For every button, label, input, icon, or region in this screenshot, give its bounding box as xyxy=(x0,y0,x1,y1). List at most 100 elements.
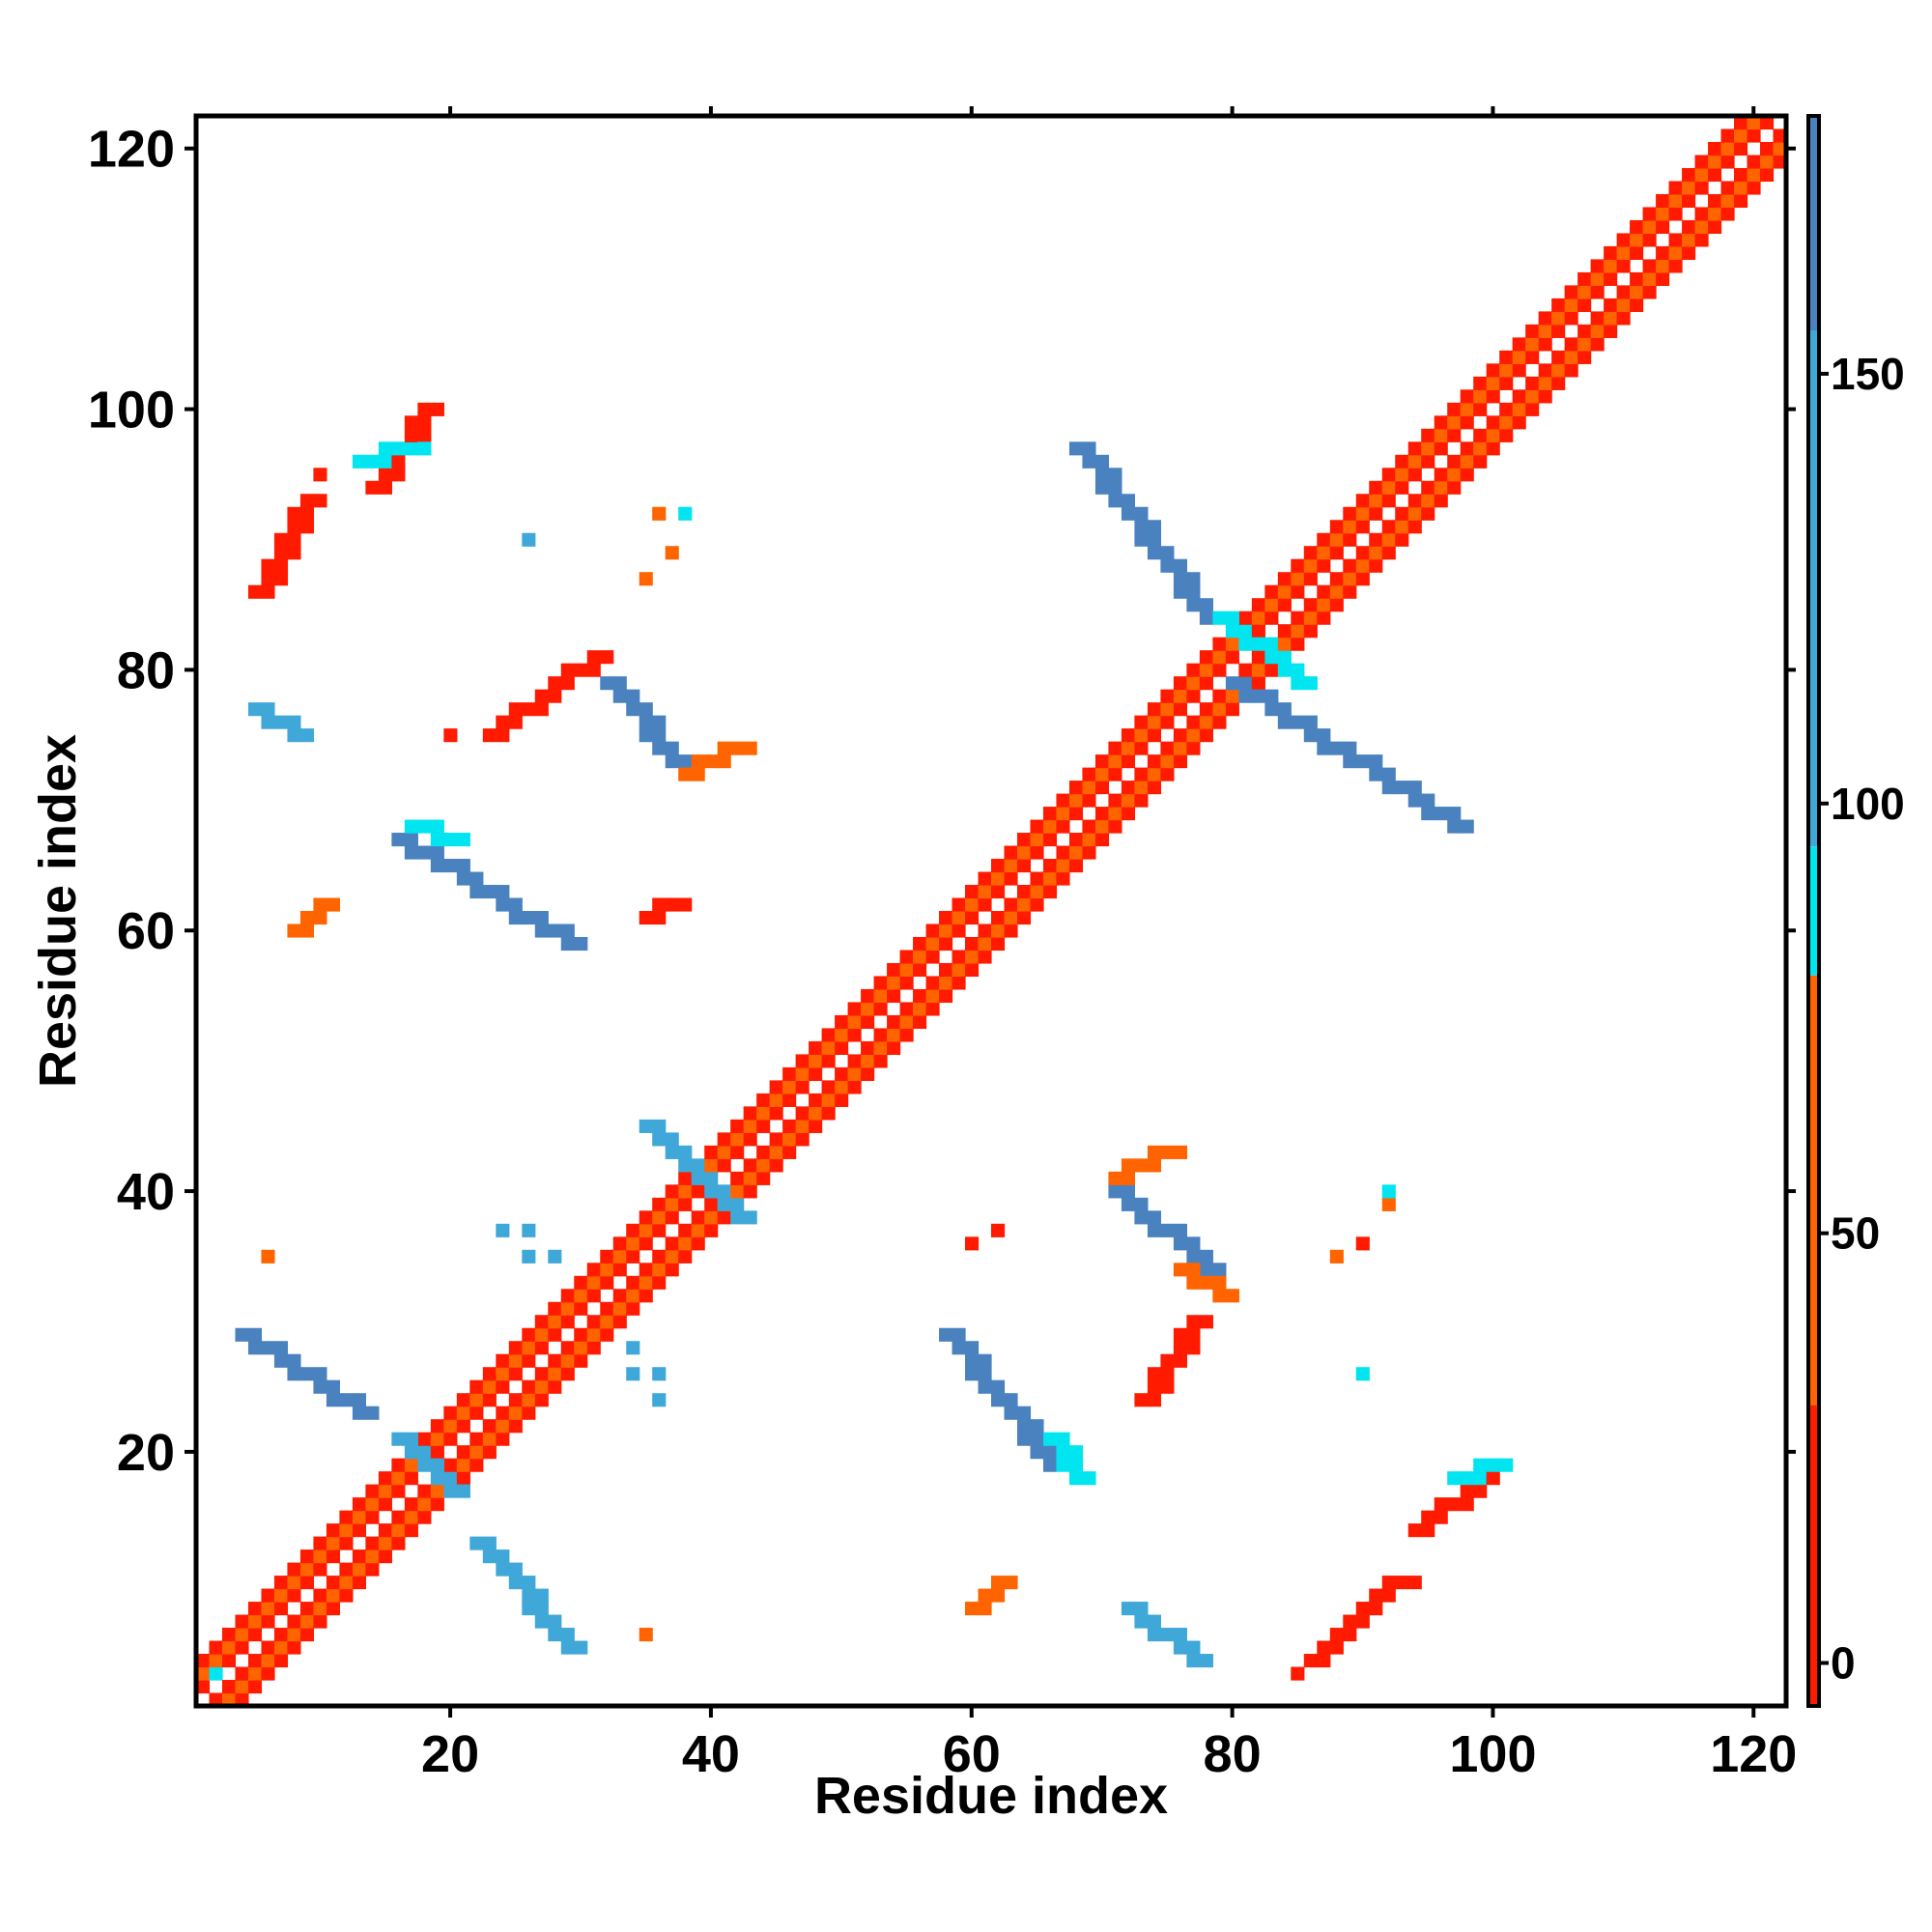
heatmap-cell xyxy=(287,1640,301,1655)
heatmap-cell xyxy=(782,1145,797,1159)
heatmap-cell xyxy=(1264,663,1279,677)
heatmap-cell xyxy=(326,897,341,912)
heatmap-cell xyxy=(652,911,667,925)
heatmap-cell xyxy=(1134,781,1149,795)
heatmap-cell xyxy=(1212,663,1227,677)
heatmap-cell xyxy=(534,1393,549,1407)
heatmap-cell xyxy=(299,1549,315,1564)
heatmap-cell xyxy=(1147,767,1161,781)
heatmap-cell xyxy=(952,962,966,978)
heatmap-cell xyxy=(1238,689,1253,703)
heatmap-cell xyxy=(1225,689,1239,703)
heatmap-cell xyxy=(1042,885,1058,899)
heatmap-cell xyxy=(482,1549,497,1564)
heatmap-cell xyxy=(456,833,470,847)
heatmap-cell xyxy=(835,1093,849,1107)
heatmap-cell xyxy=(1082,833,1096,847)
heatmap-cell xyxy=(809,1066,823,1081)
heatmap-cell xyxy=(1473,1484,1488,1498)
heatmap-cell xyxy=(299,506,315,521)
heatmap-cell xyxy=(1121,793,1136,808)
heatmap-cell xyxy=(1186,584,1201,599)
heatmap-cell xyxy=(273,1602,289,1616)
heatmap-cell xyxy=(417,1432,432,1446)
heatmap-cell xyxy=(652,897,667,912)
heatmap-cell xyxy=(1303,611,1318,625)
heatmap-cell xyxy=(1329,572,1344,586)
heatmap-cell xyxy=(534,1614,549,1629)
heatmap-cell xyxy=(430,1471,444,1486)
heatmap-cell xyxy=(1421,441,1435,456)
heatmap-cell xyxy=(1277,584,1292,599)
heatmap-cell xyxy=(612,1301,627,1316)
heatmap-cell xyxy=(1212,702,1227,717)
heatmap-cell xyxy=(287,520,301,534)
heatmap-cell xyxy=(1694,155,1709,169)
x-tick-label: 120 xyxy=(1710,1725,1797,1783)
heatmap-cell xyxy=(1407,441,1422,456)
heatmap-cell xyxy=(1760,116,1775,130)
heatmap-cell xyxy=(1447,454,1462,469)
heatmap-cell xyxy=(1343,572,1357,586)
heatmap-cell xyxy=(1108,494,1122,508)
heatmap-cell xyxy=(1616,233,1631,247)
heatmap-cell xyxy=(965,885,980,899)
heatmap-cell xyxy=(1590,285,1605,299)
heatmap-cell xyxy=(1094,833,1110,847)
heatmap-cell xyxy=(404,428,418,442)
heatmap-cell xyxy=(1329,598,1344,612)
heatmap-cell xyxy=(1551,311,1566,326)
heatmap-cell xyxy=(1291,715,1305,729)
heatmap-cell xyxy=(782,1066,797,1081)
heatmap-cell xyxy=(665,1210,679,1225)
heatmap-cell xyxy=(548,1379,562,1394)
heatmap-cell xyxy=(522,1379,536,1394)
heatmap-cell xyxy=(352,1576,366,1590)
heatmap-cell xyxy=(235,1327,249,1342)
heatmap-cell xyxy=(1173,689,1187,703)
heatmap-cell xyxy=(326,1576,341,1590)
heatmap-cell xyxy=(1212,611,1227,625)
heatmap-cell xyxy=(548,1353,562,1368)
heatmap-cell xyxy=(273,1628,289,1642)
heatmap-cell xyxy=(548,676,562,691)
heatmap-cell xyxy=(1317,728,1331,743)
heatmap-cell xyxy=(326,1602,341,1616)
heatmap-cell xyxy=(925,976,940,990)
heatmap-cell xyxy=(586,663,601,677)
heatmap-cell xyxy=(508,1393,523,1407)
heatmap-cell xyxy=(221,1680,237,1694)
heatmap-cell xyxy=(1094,468,1110,482)
plot-frame xyxy=(193,113,1789,1709)
heatmap-cell xyxy=(1225,624,1239,639)
heatmap-cell xyxy=(287,1614,301,1629)
heatmap-cell xyxy=(1486,389,1500,404)
heatmap-cell xyxy=(1068,1471,1084,1486)
heatmap-cell xyxy=(1068,793,1084,808)
heatmap-cell xyxy=(1291,558,1305,573)
heatmap-cell xyxy=(1486,441,1500,456)
heatmap-cell xyxy=(1734,181,1748,195)
heatmap-cell xyxy=(1642,233,1657,247)
heatmap-cell xyxy=(326,1536,341,1550)
heatmap-cell xyxy=(1343,1614,1357,1629)
heatmap-cell xyxy=(1447,819,1462,834)
heatmap-cell xyxy=(965,1341,980,1355)
heatmap-cells xyxy=(196,116,1787,1707)
heatmap-cell xyxy=(652,1197,667,1211)
heatmap-cell xyxy=(1317,611,1331,625)
heatmap-cell xyxy=(1042,1432,1058,1446)
heatmap-cell xyxy=(1160,689,1175,703)
heatmap-cell xyxy=(586,1341,601,1355)
heatmap-cell xyxy=(1577,324,1592,338)
heatmap-cell xyxy=(534,1379,549,1394)
heatmap-cell xyxy=(626,1249,640,1264)
heatmap-cell xyxy=(313,1614,327,1629)
heatmap-cell xyxy=(391,441,406,456)
heatmap-cell xyxy=(678,1158,693,1173)
heatmap-cell xyxy=(534,1341,549,1355)
y-tick-label: 60 xyxy=(117,902,175,960)
heatmap-cell xyxy=(1108,741,1122,755)
heatmap-cell xyxy=(1199,663,1213,677)
heatmap-cell xyxy=(704,1145,719,1159)
